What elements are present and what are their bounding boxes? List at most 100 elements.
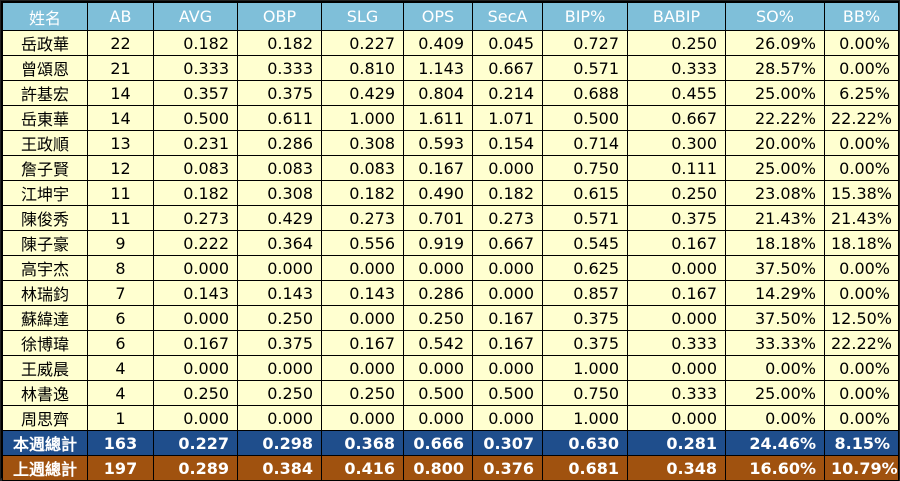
cell-babip: 0.333 [627,55,726,81]
cell-babip: 0.000 [627,305,726,331]
table-row[interactable]: 王政順 13 0.231 0.286 0.308 0.593 0.154 0.714 0.300… [2,130,899,156]
cell-slg: 0.556 [321,230,404,256]
cell-player-name: 岳政華 [2,30,88,56]
cell-slg: 0.416 [321,455,404,481]
cell-bip-pct: 0.857 [542,280,628,306]
table-row[interactable]: 王威晨 4 0.000 0.000 0.000 0.000 0.000 1.000 0.000 0… [2,355,899,381]
cell-player-name: 高宇杰 [2,255,88,281]
table-row[interactable]: 詹子賢 12 0.083 0.083 0.083 0.167 0.000 0.750 0.111… [2,155,899,181]
cell-obp: 0.143 [237,280,322,306]
cell-avg: 0.273 [153,205,238,231]
cell-obp: 0.250 [237,380,322,406]
cell-avg: 0.333 [153,55,238,81]
cell-ab: 21 [87,55,154,81]
cell-so-pct: 23.08% [725,180,825,206]
cell-bb-pct: 22.22% [824,105,899,131]
cell-babip: 0.000 [627,405,726,431]
cell-player-name: 王威晨 [2,355,88,381]
cell-ops: 0.666 [403,430,473,456]
cell-bb-pct: 6.25% [824,80,899,106]
table-row[interactable]: 蘇緯達 6 0.000 0.250 0.000 0.250 0.167 0.375 0.000 3… [2,305,899,331]
cell-ab: 6 [87,330,154,356]
cell-avg: 0.000 [153,355,238,381]
table-totals: 本週總計 163 0.227 0.298 0.368 0.666 0.307 0.630 0.2… [2,430,899,481]
cell-ops: 0.000 [403,355,473,381]
cell-bip-pct: 0.688 [542,80,628,106]
cell-ab: 12 [87,155,154,181]
totals-row[interactable]: 上週總計 197 0.289 0.384 0.416 0.800 0.376 0.681 0.3… [2,455,899,481]
cell-so-pct: 21.43% [725,205,825,231]
table-row[interactable]: 江坤宇 11 0.182 0.308 0.182 0.490 0.182 0.615 0.250… [2,180,899,206]
cell-seca: 0.167 [472,330,543,356]
col-header-obp[interactable]: OBP [237,2,322,31]
table-row[interactable]: 陳俊秀 11 0.273 0.429 0.273 0.701 0.273 0.571 0.375… [2,205,899,231]
table-header: 姓名 AB AVG OBP SLG OPS SecA BIP% BABIP SO… [2,2,899,31]
cell-obp: 0.000 [237,255,322,281]
cell-avg: 0.222 [153,230,238,256]
cell-babip: 0.250 [627,180,726,206]
cell-bb-pct: 0.00% [824,280,899,306]
cell-babip: 0.667 [627,105,726,131]
col-header-so-pct[interactable]: SO% [725,2,825,31]
cell-ops: 0.500 [403,380,473,406]
table-row[interactable]: 陳子豪 9 0.222 0.364 0.556 0.919 0.667 0.545 0.167 1… [2,230,899,256]
cell-babip: 0.455 [627,80,726,106]
table-row[interactable]: 許基宏 14 0.357 0.375 0.429 0.804 0.214 0.688 0.455… [2,80,899,106]
cell-bb-pct: 12.50% [824,305,899,331]
cell-player-name: 林瑞鈞 [2,280,88,306]
cell-player-name: 曾頌恩 [2,55,88,81]
totals-row[interactable]: 本週總計 163 0.227 0.298 0.368 0.666 0.307 0.630 0.2… [2,430,899,456]
cell-obp: 0.333 [237,55,322,81]
table-row[interactable]: 林瑞鈞 7 0.143 0.143 0.143 0.286 0.000 0.857 0.167 1… [2,280,899,306]
cell-slg: 0.143 [321,280,404,306]
col-header-ops[interactable]: OPS [403,2,473,31]
cell-bb-pct: 0.00% [824,55,899,81]
cell-seca: 0.667 [472,55,543,81]
cell-bip-pct: 0.630 [542,430,628,456]
cell-player-name: 陳俊秀 [2,205,88,231]
cell-player-name: 周思齊 [2,405,88,431]
table-row[interactable]: 岳政華 22 0.182 0.182 0.227 0.409 0.045 0.727 0.250… [2,30,899,56]
cell-slg: 0.250 [321,380,404,406]
table-row[interactable]: 徐博瑋 6 0.167 0.375 0.167 0.542 0.167 0.375 0.333 3… [2,330,899,356]
cell-babip: 0.281 [627,430,726,456]
cell-avg: 0.250 [153,380,238,406]
cell-seca: 0.000 [472,405,543,431]
col-header-bb-pct[interactable]: BB% [824,2,899,31]
table-row[interactable]: 曾頌恩 21 0.333 0.333 0.810 1.143 0.667 0.571 0.333… [2,55,899,81]
cell-avg: 0.000 [153,305,238,331]
cell-so-pct: 25.00% [725,380,825,406]
cell-babip: 0.348 [627,455,726,481]
cell-obp: 0.364 [237,230,322,256]
cell-slg: 0.000 [321,305,404,331]
cell-bb-pct: 0.00% [824,130,899,156]
cell-obp: 0.611 [237,105,322,131]
cell-player-name: 陳子豪 [2,230,88,256]
cell-player-name: 上週總計 [2,455,88,481]
col-header-ab[interactable]: AB [87,2,154,31]
table-row[interactable]: 林書逸 4 0.250 0.250 0.250 0.500 0.500 0.750 0.333 2… [2,380,899,406]
cell-slg: 1.000 [321,105,404,131]
cell-ops: 0.542 [403,330,473,356]
cell-ops: 0.919 [403,230,473,256]
table-row[interactable]: 岳東華 14 0.500 0.611 1.000 1.611 1.071 0.500 0.667… [2,105,899,131]
col-header-name[interactable]: 姓名 [2,2,88,31]
col-header-bip-pct[interactable]: BIP% [542,2,628,31]
cell-bip-pct: 0.375 [542,305,628,331]
cell-ab: 197 [87,455,154,481]
cell-avg: 0.231 [153,130,238,156]
col-header-seca[interactable]: SecA [472,2,543,31]
cell-ops: 1.143 [403,55,473,81]
table-row[interactable]: 周思齊 1 0.000 0.000 0.000 0.000 0.000 1.000 0.000 0… [2,405,899,431]
cell-seca: 0.273 [472,205,543,231]
cell-obp: 0.375 [237,330,322,356]
col-header-slg[interactable]: SLG [321,2,404,31]
col-header-avg[interactable]: AVG [153,2,238,31]
cell-ab: 22 [87,30,154,56]
col-header-babip[interactable]: BABIP [627,2,726,31]
cell-slg: 0.167 [321,330,404,356]
table-row[interactable]: 高宇杰 8 0.000 0.000 0.000 0.000 0.000 0.625 0.000 3… [2,255,899,281]
cell-seca: 0.307 [472,430,543,456]
cell-player-name: 岳東華 [2,105,88,131]
